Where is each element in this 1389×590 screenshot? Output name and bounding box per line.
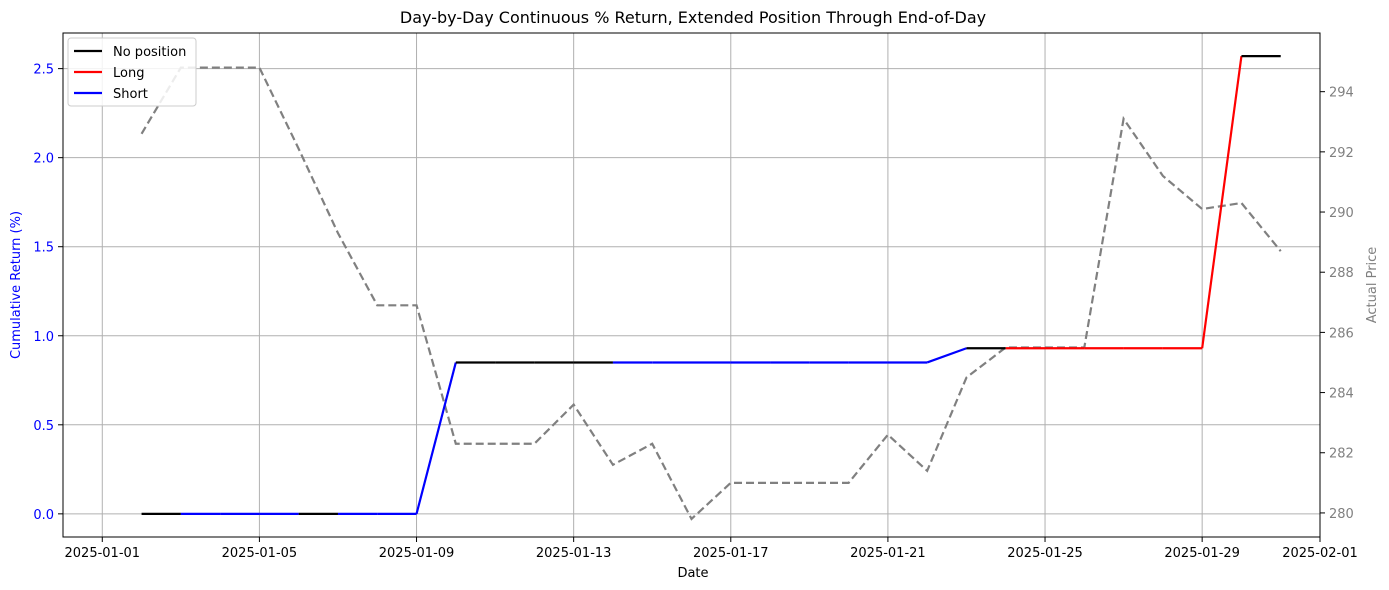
price-series-line: [140, 66, 1282, 521]
x-tick-label: 2025-01-21: [850, 546, 926, 561]
x-tick-label: 2025-01-17: [693, 546, 769, 561]
x-axis-title: Date: [677, 566, 708, 581]
y-axis-right: 280 282 284 286 288 290 292 294: [1320, 86, 1354, 522]
y-right-tick-label: 292: [1329, 146, 1354, 161]
y-right-tick-label: 290: [1329, 206, 1354, 221]
legend-label-no-position: No position: [113, 45, 186, 60]
legend-box: [67, 37, 197, 107]
x-tick-label: 2025-01-25: [1007, 546, 1083, 561]
x-tick-label: 2025-01-09: [379, 546, 455, 561]
legend: No position Long Short: [67, 37, 197, 107]
y-axis-left-title: Cumulative Return (%): [9, 211, 24, 359]
y-left-tick-label: 0.0: [33, 508, 54, 523]
y-right-tick-label: 288: [1329, 266, 1354, 281]
plot-frame: [62, 32, 1321, 538]
legend-label-long: Long: [113, 66, 144, 81]
chart-title: Day-by-Day Continuous % Return, Extended…: [400, 8, 986, 27]
x-axis: 2025-01-01 2025-01-05 2025-01-09 2025-01-13…: [65, 537, 1358, 561]
y-axis-left: 0.0 0.5 1.0 1.5 2.0 2.5: [33, 63, 63, 523]
return-segment-long: [1201, 56, 1243, 349]
legend-label-short: Short: [113, 87, 148, 102]
y-left-tick-label: 1.5: [33, 241, 54, 256]
return-segment-short: [926, 347, 967, 364]
y-right-tick-label: 282: [1329, 447, 1354, 462]
y-left-tick-label: 0.5: [33, 419, 54, 434]
x-tick-label: 2025-02-01: [1282, 546, 1358, 561]
y-left-tick-label: 2.5: [33, 63, 54, 78]
position-layer: [141, 55, 1281, 515]
y-left-tick-label: 1.0: [33, 330, 54, 345]
price-layer: [140, 66, 1282, 521]
y-right-tick-label: 286: [1329, 326, 1354, 341]
y-right-tick-label: 284: [1329, 387, 1354, 402]
x-tick-label: 2025-01-29: [1164, 546, 1240, 561]
y-right-tick-label: 280: [1329, 507, 1354, 522]
return-segment-short: [415, 362, 457, 515]
y-axis-right-title: Actual Price: [1365, 247, 1380, 324]
x-tick-label: 2025-01-13: [536, 546, 612, 561]
x-tick-label: 2025-01-05: [222, 546, 298, 561]
x-tick-label: 2025-01-01: [65, 546, 141, 561]
y-right-tick-label: 294: [1329, 86, 1354, 101]
grid-layer: [63, 33, 1321, 537]
y-left-tick-label: 2.0: [33, 152, 54, 167]
